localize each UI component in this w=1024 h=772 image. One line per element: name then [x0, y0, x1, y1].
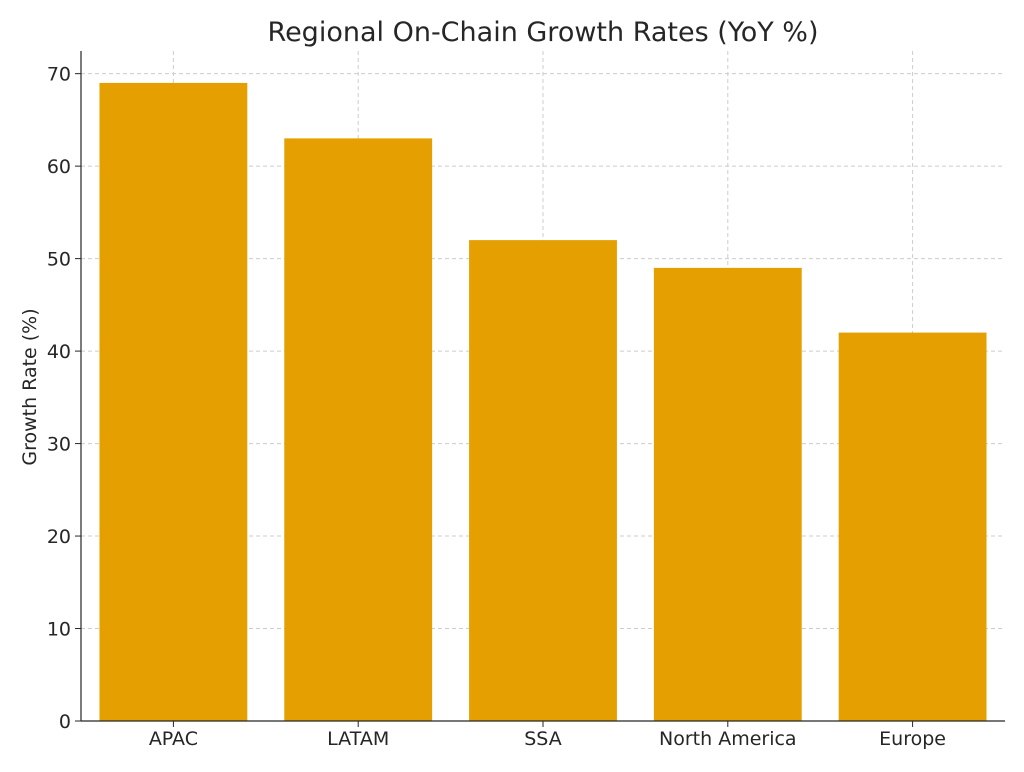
x-tick-label: Europe — [879, 728, 946, 750]
y-tick-label: 50 — [47, 249, 71, 271]
y-tick-labels: 0 10 20 30 40 50 60 70 — [47, 64, 71, 733]
y-tick-label: 60 — [47, 156, 71, 178]
bar-apac — [99, 82, 248, 721]
x-tick-label: APAC — [149, 728, 198, 750]
x-tick-label: LATAM — [327, 728, 389, 750]
bar-north-america — [653, 267, 802, 721]
bars — [99, 82, 987, 722]
x-tick-label: North America — [659, 728, 797, 750]
chart-title: Regional On-Chain Growth Rates (YoY %) — [268, 17, 819, 48]
bar-ssa — [469, 240, 617, 721]
y-tick-label: 70 — [47, 64, 71, 86]
x-tick-label: SSA — [524, 728, 561, 750]
bar-europe — [838, 332, 987, 721]
x-tick-labels: APAC LATAM SSA North America Europe — [149, 728, 946, 750]
bar-latam — [284, 138, 433, 722]
y-axis-label: Growth Rate (%) — [19, 308, 41, 465]
y-tick-label: 10 — [47, 619, 71, 641]
y-tick-label: 30 — [47, 434, 71, 456]
y-tick-label: 40 — [47, 341, 71, 363]
y-tick-label: 0 — [59, 711, 71, 733]
y-tick-label: 20 — [47, 526, 71, 548]
axes — [75, 51, 1005, 727]
